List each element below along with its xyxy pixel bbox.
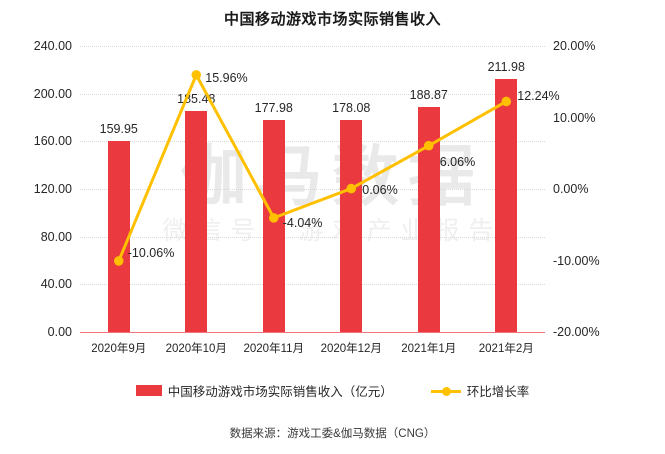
y-axis-right-tick: 20.00% [553, 39, 596, 53]
x-axis-tick: 2021年2月 [478, 343, 534, 355]
line-swatch-icon [430, 385, 461, 396]
bar-value-label: 159.95 [99, 122, 138, 137]
bar-swatch-icon [135, 385, 162, 396]
y-axis-left-tick: 120.00 [33, 182, 72, 196]
gridline [80, 236, 545, 238]
bar[interactable] [107, 141, 130, 332]
bar-value-label: 177.98 [254, 100, 293, 115]
gridline [80, 46, 545, 47]
gridline [80, 141, 545, 143]
line-value-label: 15.96% [205, 70, 248, 85]
source-note: 数据来源：游戏工委&伽马数据（CNG） [229, 428, 436, 440]
y-axis-right-tick: -20.00% [553, 325, 600, 339]
y-axis-right: -20.00% -10.00% 0.00% 10.00% 20.00% [553, 39, 653, 339]
y-axis-left-tick: 160.00 [33, 134, 72, 149]
bar[interactable] [340, 119, 363, 332]
y-axis-right-tick: 10.00% [553, 110, 596, 125]
bar-value-label: 178.08 [332, 100, 371, 115]
bar-value-label: 211.98 [487, 60, 525, 75]
x-axis: 2020年9月 2020年10月 2020年11月 2020年12月 2021年1月 20… [80, 340, 545, 360]
bar-value-label: 188.87 [409, 87, 448, 102]
x-axis-tick: 2021年1月 [401, 343, 457, 355]
x-axis-tick: 2020年10月 [165, 343, 227, 355]
bar[interactable] [495, 79, 518, 332]
legend-item-revenue-label: 中国移动游戏市场实际销售收入（亿元） [167, 385, 393, 399]
legend-item-growth-rate-label: 环比增长率 [466, 385, 530, 399]
legend-item-revenue[interactable]: 中国移动游戏市场实际销售收入（亿元） [135, 381, 393, 400]
gridline [80, 93, 545, 95]
line-marker[interactable] [191, 70, 202, 80]
chart-legend: 中国移动游戏市场实际销售收入（亿元） 环比增长率 [0, 381, 665, 400]
x-axis-tick: 2020年12月 [320, 343, 382, 355]
growth-rate-line-series [113, 70, 512, 266]
gridline [80, 284, 545, 286]
bar[interactable] [417, 106, 440, 332]
line-value-label: 6.06% [439, 154, 476, 169]
y-axis-left-tick: 40.00 [40, 277, 72, 292]
x-axis-tick: 2020年11月 [243, 343, 305, 355]
line-value-label: -4.04% [282, 215, 323, 230]
line-marker[interactable] [113, 256, 124, 266]
plot-area: 159.95 185.48 177.98 178.08 188.87 211.98 -10… [80, 46, 560, 333]
gridline [80, 189, 545, 190]
y-axis-left: 0.00 40.00 80.00 120.00 160.00 200.00 240.00 [0, 39, 72, 339]
y-axis-left-tick: 0.00 [47, 325, 72, 339]
axis-baseline [80, 332, 545, 333]
line-marker[interactable] [346, 183, 357, 194]
bar[interactable] [262, 119, 285, 332]
line-value-label: -10.06% [127, 245, 175, 260]
line-marker[interactable] [423, 140, 434, 151]
legend-item-growth-rate[interactable]: 环比增长率 [430, 381, 530, 400]
y-axis-left-tick: 80.00 [40, 229, 72, 244]
line-marker[interactable] [268, 213, 279, 223]
line-path [117, 73, 508, 263]
chart-title: 中国移动游戏市场实际销售收入 [223, 11, 441, 28]
y-axis-right-tick: -10.00% [553, 253, 600, 268]
line-marker[interactable] [501, 96, 512, 107]
y-axis-left-tick: 200.00 [33, 86, 72, 101]
y-axis-left-tick: 240.00 [33, 39, 72, 53]
line-value-label: 0.06% [362, 182, 398, 197]
bar[interactable] [185, 110, 208, 332]
y-axis-right-tick: 0.00% [553, 182, 589, 196]
line-value-label: 12.24% [517, 89, 560, 104]
x-axis-tick: 2020年9月 [91, 343, 147, 355]
